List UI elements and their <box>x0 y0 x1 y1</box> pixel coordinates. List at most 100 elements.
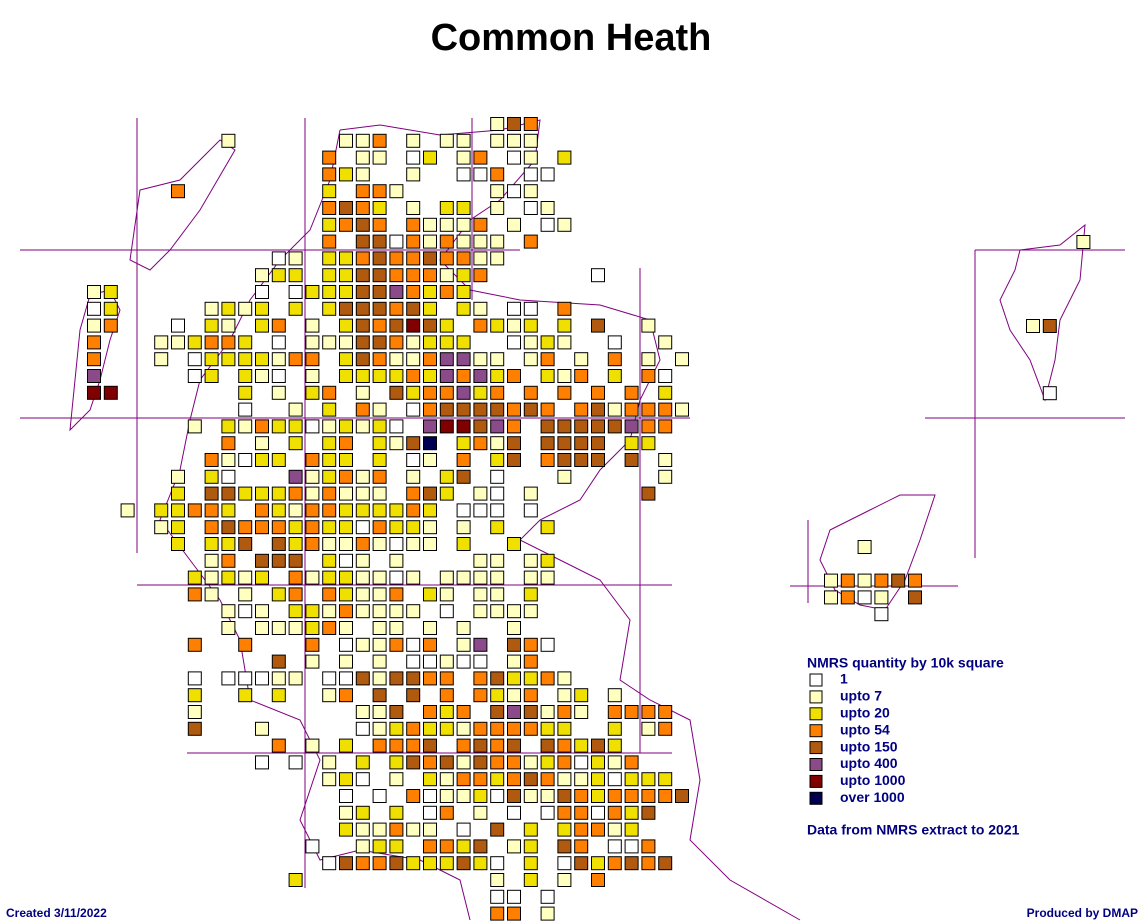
grid-square <box>456 268 471 283</box>
grid-square <box>490 570 505 585</box>
grid-square <box>490 906 505 921</box>
grid-square <box>355 251 370 266</box>
grid-square <box>456 285 471 299</box>
grid-square <box>372 705 387 719</box>
grid-square <box>305 486 320 501</box>
grid-square <box>372 587 387 602</box>
grid-square <box>238 537 253 551</box>
grid-square <box>171 520 185 535</box>
grid-square <box>423 755 437 770</box>
grid-square <box>557 385 572 400</box>
grid-square <box>372 301 387 316</box>
grid-square <box>641 856 656 871</box>
grid-square <box>574 738 589 753</box>
grid-square <box>322 755 337 770</box>
grid-square <box>591 385 605 400</box>
grid-square <box>389 755 404 770</box>
grid-square <box>439 318 454 333</box>
grid-square <box>824 590 838 605</box>
grid-square <box>507 453 521 467</box>
grid-square <box>574 352 589 367</box>
grid-square <box>456 150 471 165</box>
grid-square <box>591 856 605 871</box>
grid-square <box>339 604 353 619</box>
grid-square <box>490 369 505 383</box>
grid-square <box>389 637 404 652</box>
grid-square <box>1026 319 1040 333</box>
grid-square <box>423 772 437 787</box>
grid-square <box>624 705 639 719</box>
grid-square <box>607 688 622 703</box>
grid-square <box>574 772 589 787</box>
grid-square <box>372 234 387 249</box>
grid-square <box>355 167 370 182</box>
grid-square <box>473 251 488 266</box>
grid-square <box>658 453 673 467</box>
created-date: Created 3/11/2022 <box>6 906 107 920</box>
grid-square <box>406 133 421 148</box>
grid-square <box>288 402 303 417</box>
grid-square <box>355 201 370 215</box>
grid-square <box>372 352 387 367</box>
grid-square <box>271 419 286 434</box>
grid-square <box>574 822 589 837</box>
grid-square <box>406 637 421 652</box>
grid-square <box>540 738 555 753</box>
grid-square <box>507 117 521 131</box>
grid-square <box>339 453 353 467</box>
grid-square <box>557 369 572 383</box>
grid-square <box>271 385 286 400</box>
grid-square <box>540 721 555 736</box>
grid-square <box>423 419 437 434</box>
grid-square <box>439 856 454 871</box>
grid-square <box>355 369 370 383</box>
grid-square <box>204 369 219 383</box>
grid-square <box>473 721 488 736</box>
grid-square <box>641 436 656 451</box>
grid-square <box>574 453 589 467</box>
grid-square <box>355 469 370 484</box>
grid-square <box>372 621 387 635</box>
grid-square <box>423 486 437 501</box>
grid-square <box>574 856 589 871</box>
grid-square <box>456 738 471 753</box>
grid-square <box>372 251 387 266</box>
grid-square <box>658 335 673 350</box>
grid-square <box>339 201 353 215</box>
grid-square <box>607 402 622 417</box>
grid-square <box>540 755 555 770</box>
grid-square <box>355 402 370 417</box>
grid-square <box>322 537 337 551</box>
grid-square <box>187 335 202 350</box>
grid-square <box>355 268 370 283</box>
grid-square <box>406 822 421 837</box>
grid-square <box>607 738 622 753</box>
grid-square <box>439 201 454 215</box>
grid-square <box>439 133 454 148</box>
grid-square <box>557 839 572 854</box>
grid-square <box>439 369 454 383</box>
grid-square <box>456 369 471 383</box>
grid-square <box>574 419 589 434</box>
grid-square <box>557 755 572 770</box>
grid-square <box>154 352 169 367</box>
grid-square <box>255 352 269 367</box>
grid-square <box>389 604 404 619</box>
grid-square <box>322 285 337 299</box>
grid-square <box>423 537 437 551</box>
grid-square <box>523 167 538 182</box>
grid-square <box>406 285 421 299</box>
grid-square <box>238 335 253 350</box>
grid-square <box>473 553 488 568</box>
grid-square <box>355 503 370 518</box>
grid-square <box>322 335 337 350</box>
grid-square <box>607 352 622 367</box>
grid-square <box>406 150 421 165</box>
grid-square <box>339 335 353 350</box>
grid-square <box>271 553 286 568</box>
grid-square <box>641 789 656 803</box>
grid-square <box>490 436 505 451</box>
grid-square <box>473 385 488 400</box>
grid-square <box>439 587 454 602</box>
grid-square <box>305 537 320 551</box>
